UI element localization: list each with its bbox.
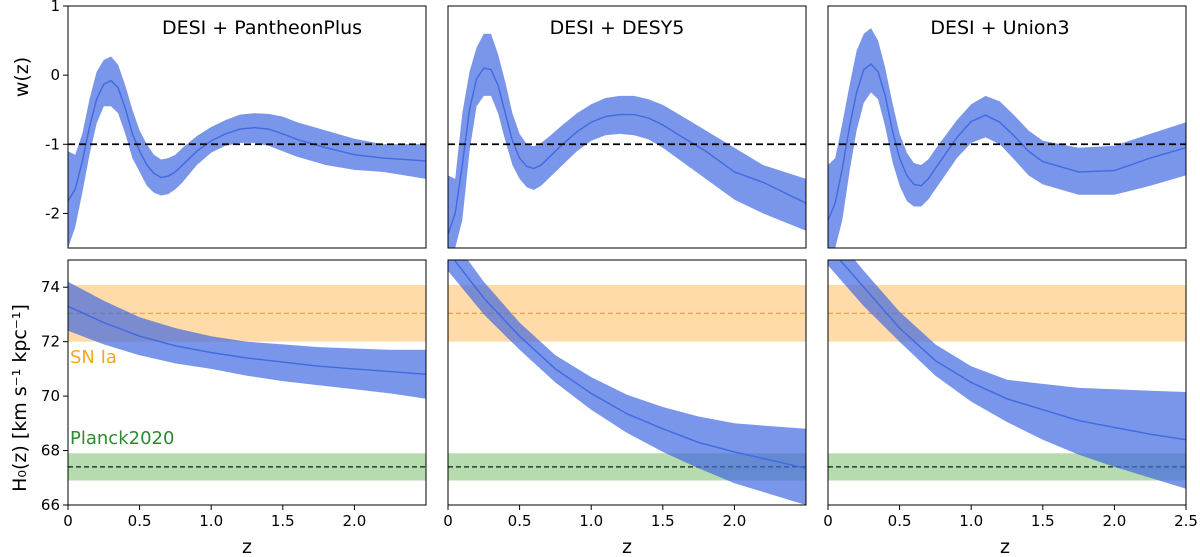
panel-frame <box>827 259 1187 506</box>
panel-title-pantheonplus: DESI + PantheonPlus <box>162 17 362 39</box>
panel-frame <box>67 5 427 249</box>
h0-confidence-band <box>448 260 806 505</box>
x-tick-label: 0.5 <box>508 512 532 530</box>
panel-frame <box>827 5 1187 249</box>
panel-h0-1: 66 68 70 72 74 0 0.5 1.0 1.5 2.0 <box>41 259 427 530</box>
y-tick-label: 70 <box>41 387 60 405</box>
x-tick-label: 1.5 <box>271 512 295 530</box>
panel-w-2 <box>447 5 807 249</box>
x-tick-label: 2.0 <box>342 512 366 530</box>
x-tick-label: 1.0 <box>579 512 603 530</box>
h0-median-line <box>68 305 426 375</box>
x-tick-label: 0.5 <box>128 512 152 530</box>
planck2020-label: Planck2020 <box>70 428 174 449</box>
panel-frame <box>67 259 427 506</box>
panel-h0-3: 0 0.5 1.0 1.5 2.0 2.5 <box>823 259 1198 530</box>
x-tick-label: 2.5 <box>1174 512 1198 530</box>
h0-median-line <box>839 260 1186 441</box>
y-axis-label-w: w(z) <box>11 57 33 97</box>
h0-confidence-band <box>828 260 1186 489</box>
x-tick-label: 0.5 <box>888 512 912 530</box>
panel-title-union3: DESI + Union3 <box>930 17 1069 39</box>
x-tick-label: 0 <box>443 512 453 530</box>
panel-frame <box>447 5 807 249</box>
x-tick-label: 1.0 <box>959 512 983 530</box>
y-tick-label: -1 <box>45 135 60 153</box>
y-tick-label: 1 <box>50 0 60 15</box>
y-tick-label: 0 <box>50 66 60 84</box>
x-tick-label: 0 <box>63 512 73 530</box>
y-tick-label: 72 <box>41 333 60 351</box>
w-median-line <box>68 79 426 202</box>
x-tick-label: 1.5 <box>1031 512 1055 530</box>
x-tick-label: 2.0 <box>722 512 746 530</box>
x-tick-label: 1.5 <box>651 512 675 530</box>
h0-confidence-band <box>68 281 426 399</box>
x-tick-label: 1.0 <box>199 512 223 530</box>
y-tick-label: 66 <box>41 496 60 514</box>
w-median-line <box>448 67 806 235</box>
w-median-line <box>828 63 1186 221</box>
panel-w-3 <box>827 5 1187 249</box>
sn-ia-label: SN Ia <box>70 347 117 368</box>
y-tick-label: -2 <box>45 204 60 222</box>
panel-title-desy5: DESI + DESY5 <box>550 17 685 39</box>
panel-h0-2: 0 0.5 1.0 1.5 2.0 <box>443 259 807 530</box>
panel-w-1: 1 0 -1 -2 <box>45 0 427 249</box>
panel-frame <box>447 259 807 506</box>
x-tick-label: 2.0 <box>1102 512 1126 530</box>
w-confidence-band <box>448 33 806 248</box>
y-tick-label: 74 <box>41 278 60 296</box>
x-axis-label-col2: z <box>622 536 632 557</box>
x-tick-label: 0 <box>823 512 833 530</box>
w-confidence-band <box>68 56 426 248</box>
y-axis-label-h0: H₀(z) [km s⁻¹ kpc⁻¹] <box>9 304 31 492</box>
y-tick-label: 68 <box>41 442 60 460</box>
x-axis-label-col1: z <box>242 536 252 557</box>
x-axis-label-col3: z <box>1000 536 1010 557</box>
w-confidence-band <box>828 28 1186 248</box>
h0-median-line <box>453 260 806 469</box>
